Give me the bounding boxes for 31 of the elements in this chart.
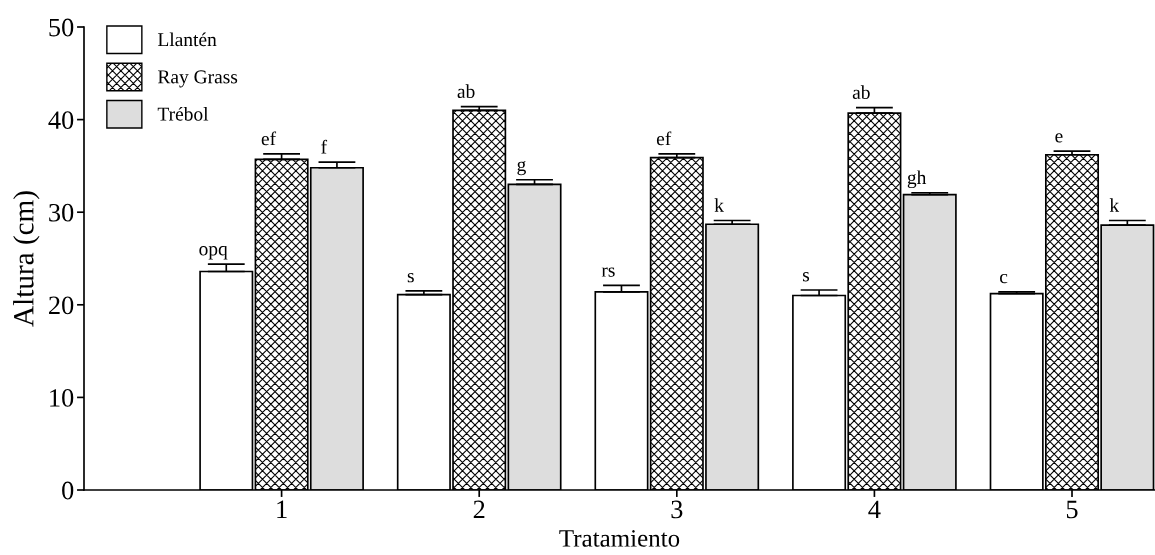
annotation: gh [907,170,927,189]
annotation: opq [199,245,228,260]
y-tick-label: 30 [49,203,74,222]
x-tick-label: 3 [671,500,683,519]
annotation: k [714,198,724,212]
x-tick-label: 2 [473,500,485,519]
y-tick-label: 10 [50,389,74,407]
annotation: ab [457,84,475,99]
annotation: ab [852,85,870,99]
annotation: ef [261,131,277,146]
annotation: e [1055,133,1063,143]
x-tick-label: 1 [277,500,287,519]
x-tick-label: 4 [868,500,881,519]
annotation: ef [656,131,672,146]
annotation: c [1000,273,1008,284]
annotation: rs [601,267,615,277]
annotation: s [407,272,414,283]
legend-label: Ray Grass [157,70,238,88]
annotation: s [803,272,810,282]
y-tick-label: 20 [49,296,74,315]
annotation: k [1109,198,1120,212]
y-axis-title: Altura (cm) [13,191,40,327]
legend-label: Trébol [157,106,209,121]
x-tick-label: 5 [1066,500,1078,519]
x-axis-title: Tratamiento [559,530,680,547]
y-tick-label: 40 [48,111,74,130]
annotation: g [517,160,526,176]
y-tick-label: 0 [62,481,74,500]
annotation: f [321,139,328,154]
y-tick-label: 50 [49,18,74,37]
legend-label: Llantén [157,32,217,47]
